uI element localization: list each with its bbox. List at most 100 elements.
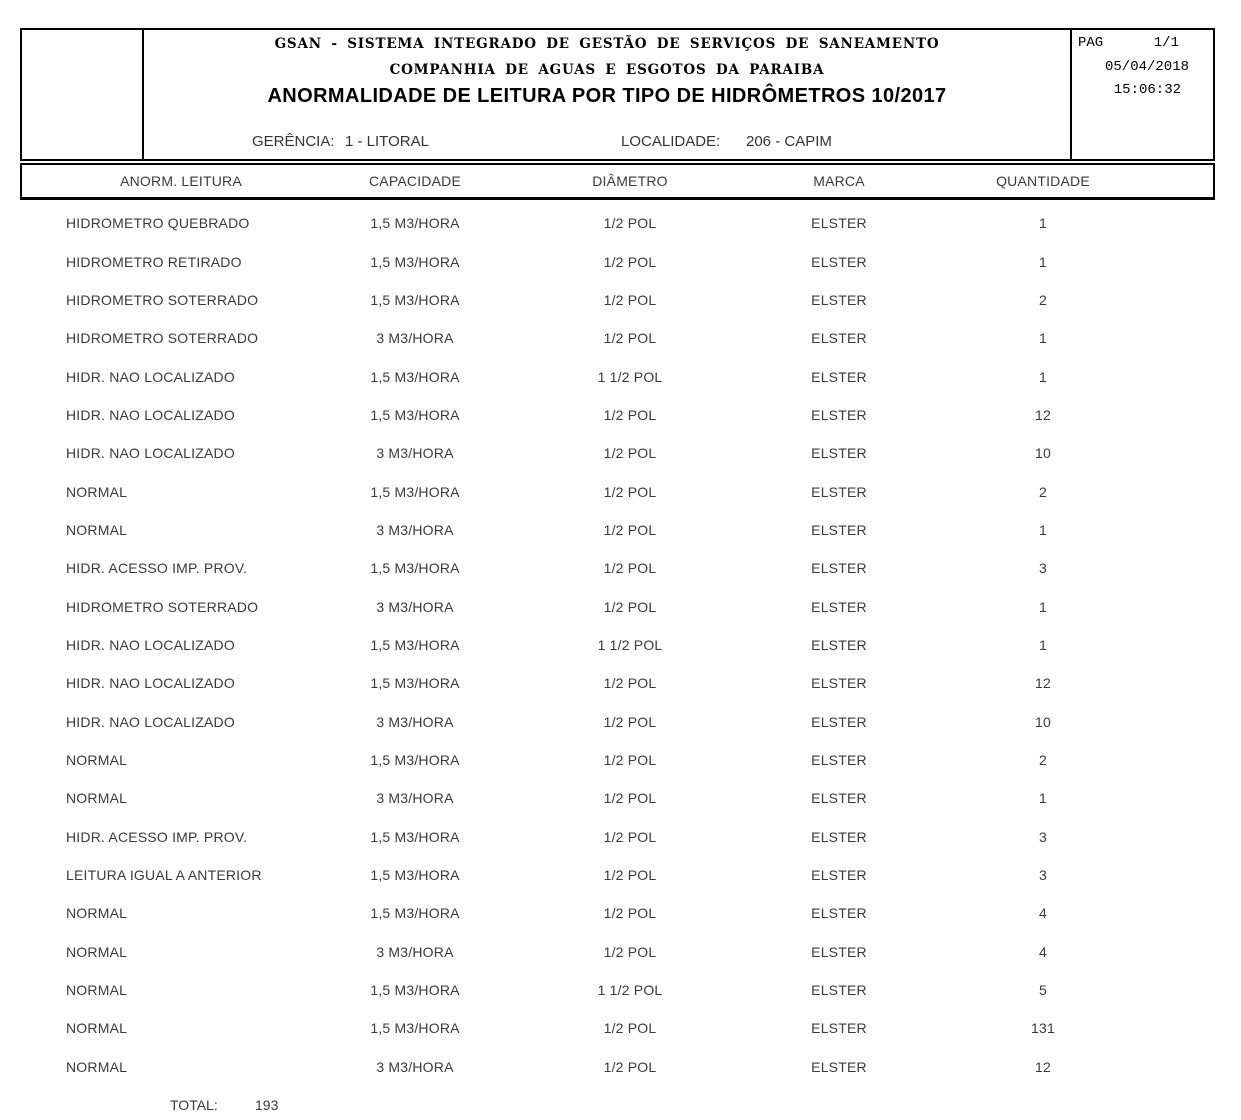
cell-quantidade: 1 <box>1039 330 1047 347</box>
cell-diametro: 1/2 POL <box>603 598 657 615</box>
cell-diametro: 1/2 POL <box>603 1020 657 1037</box>
table-body: HIDROMETRO QUEBRADO 1,5 M3/HORA 1/2 POL ELS… <box>20 204 1215 1086</box>
table-column-headers: ANORM. LEITURA CAPACIDADE DIÂMETRO MARCA QUA… <box>20 163 1215 200</box>
cell-quantidade: 2 <box>1039 483 1047 500</box>
cell-anorm-leitura: HIDROMETRO SOTERRADO <box>66 291 259 308</box>
gerencia-label: GERÊNCIA: <box>252 133 335 150</box>
localidade-label: LOCALIDADE: <box>621 133 721 150</box>
cell-diametro: 1/2 POL <box>603 943 657 960</box>
cell-capacidade: 3 M3/HORA <box>376 943 454 960</box>
table-row: HIDR. NAO LOCALIZADO 1,5 M3/HORA 1/2 POL EL… <box>20 396 1215 434</box>
column-header-capacidade: CAPACIDADE <box>369 173 461 189</box>
cell-quantidade: 10 <box>1035 445 1051 462</box>
cell-diametro: 1/2 POL <box>603 713 657 730</box>
table-row: HIDROMETRO SOTERRADO 3 M3/HORA 1/2 POL ELST… <box>20 587 1215 625</box>
gerencia-value: 1 - LITORAL <box>345 133 429 150</box>
company-name: COMPANHIA DE AGUAS E ESGOTOS DA PARAIBA <box>389 62 825 78</box>
table-row: HIDR. NAO LOCALIZADO 1,5 M3/HORA 1/2 POL EL… <box>20 664 1215 702</box>
cell-anorm-leitura: HIDROMETRO RETIRADO <box>66 253 242 270</box>
page-info-box: PAG 1/1 05/04/2018 15:06:32 <box>1070 30 1213 159</box>
total-value: 193 <box>255 1097 279 1113</box>
localidade-value: 206 - CAPIM <box>746 133 832 150</box>
table-row: NORMAL 1,5 M3/HORA 1/2 POL ELSTER 2 <box>20 741 1215 779</box>
cell-capacidade: 1,5 M3/HORA <box>370 828 460 845</box>
cell-marca: ELSTER <box>811 215 867 232</box>
cell-marca: ELSTER <box>811 1058 867 1075</box>
system-name: GSAN - SISTEMA INTEGRADO DE GESTÃO DE SE… <box>274 36 940 52</box>
cell-quantidade: 3 <box>1039 828 1047 845</box>
cell-marca: ELSTER <box>811 368 867 385</box>
cell-quantidade: 1 <box>1039 253 1047 270</box>
cell-diametro: 1/2 POL <box>603 483 657 500</box>
cell-capacidade: 1,5 M3/HORA <box>370 905 460 922</box>
report-title: ANORMALIDADE DE LEITURA POR TIPO DE HIDR… <box>267 85 947 107</box>
table-row: LEITURA IGUAL A ANTERIOR 1,5 M3/HORA 1/2 P… <box>20 856 1215 894</box>
header-center: GSAN - SISTEMA INTEGRADO DE GESTÃO DE SE… <box>144 30 1070 159</box>
page-number: 1/1 <box>1153 35 1179 51</box>
cell-capacidade: 3 M3/HORA <box>376 598 454 615</box>
cell-marca: ELSTER <box>811 867 867 884</box>
table-row: NORMAL 3 M3/HORA 1/2 POL ELSTER 1 <box>20 779 1215 817</box>
cell-marca: ELSTER <box>811 598 867 615</box>
cell-quantidade: 3 <box>1039 560 1047 577</box>
cell-anorm-leitura: HIDROMETRO SOTERRADO <box>66 330 259 347</box>
cell-diametro: 1/2 POL <box>603 406 657 423</box>
cell-capacidade: 1,5 M3/HORA <box>370 215 460 232</box>
cell-anorm-leitura: HIDR. NAO LOCALIZADO <box>66 675 235 692</box>
table-row: HIDROMETRO SOTERRADO 3 M3/HORA 1/2 POL ELST… <box>20 319 1215 357</box>
report-header: GSAN - SISTEMA INTEGRADO DE GESTÃO DE SE… <box>20 28 1215 161</box>
cell-capacidade: 1,5 M3/HORA <box>370 675 460 692</box>
cell-anorm-leitura: HIDR. NAO LOCALIZADO <box>66 406 235 423</box>
cell-diametro: 1/2 POL <box>603 215 657 232</box>
cell-anorm-leitura: LEITURA IGUAL A ANTERIOR <box>66 867 262 884</box>
cell-quantidade: 4 <box>1039 905 1047 922</box>
cell-marca: ELSTER <box>811 636 867 653</box>
column-header-marca: MARCA <box>813 173 865 189</box>
cell-capacidade: 1,5 M3/HORA <box>370 560 460 577</box>
table-row: NORMAL 1,5 M3/HORA 1/2 POL ELSTER 2 <box>20 472 1215 510</box>
cell-anorm-leitura: HIDROMETRO SOTERRADO <box>66 598 259 615</box>
cell-anorm-leitura: NORMAL <box>66 790 128 807</box>
cell-anorm-leitura: HIDR. NAO LOCALIZADO <box>66 445 235 462</box>
cell-anorm-leitura: HIDR. ACESSO IMP. PROV. <box>66 560 248 577</box>
column-header-diametro: DIÂMETRO <box>592 173 668 189</box>
table-row: NORMAL 1,5 M3/HORA 1 1/2 POL ELSTER 5 <box>20 971 1215 1009</box>
table-row: HIDR. NAO LOCALIZADO 1,5 M3/HORA 1 1/2 POL… <box>20 357 1215 395</box>
cell-quantidade: 12 <box>1035 406 1051 423</box>
logo-placeholder <box>22 30 144 159</box>
cell-diametro: 1/2 POL <box>603 751 657 768</box>
cell-anorm-leitura: NORMAL <box>66 1058 128 1075</box>
cell-marca: ELSTER <box>811 675 867 692</box>
table-row: NORMAL 1,5 M3/HORA 1/2 POL ELSTER 4 <box>20 894 1215 932</box>
cell-quantidade: 2 <box>1039 291 1047 308</box>
cell-quantidade: 3 <box>1039 867 1047 884</box>
cell-diametro: 1/2 POL <box>603 445 657 462</box>
cell-capacidade: 1,5 M3/HORA <box>370 368 460 385</box>
cell-anorm-leitura: HIDROMETRO QUEBRADO <box>66 215 250 232</box>
cell-diametro: 1/2 POL <box>603 253 657 270</box>
column-header-quantidade: QUANTIDADE <box>996 173 1090 189</box>
cell-capacidade: 3 M3/HORA <box>376 790 454 807</box>
cell-capacidade: 3 M3/HORA <box>376 445 454 462</box>
cell-marca: ELSTER <box>811 713 867 730</box>
cell-marca: ELSTER <box>811 828 867 845</box>
cell-quantidade: 10 <box>1035 713 1051 730</box>
cell-capacidade: 1,5 M3/HORA <box>370 636 460 653</box>
table-row: HIDR. NAO LOCALIZADO 3 M3/HORA 1/2 POL ELST… <box>20 434 1215 472</box>
table-row: HIDROMETRO QUEBRADO 1,5 M3/HORA 1/2 POL ELS… <box>20 204 1215 242</box>
cell-marca: ELSTER <box>811 943 867 960</box>
cell-capacidade: 3 M3/HORA <box>376 521 454 538</box>
cell-diametro: 1/2 POL <box>603 867 657 884</box>
cell-quantidade: 1 <box>1039 636 1047 653</box>
cell-anorm-leitura: HIDR. NAO LOCALIZADO <box>66 636 235 653</box>
cell-diametro: 1/2 POL <box>603 1058 657 1075</box>
cell-anorm-leitura: NORMAL <box>66 521 128 538</box>
cell-marca: ELSTER <box>811 560 867 577</box>
cell-anorm-leitura: HIDR. NAO LOCALIZADO <box>66 368 235 385</box>
cell-marca: ELSTER <box>811 483 867 500</box>
cell-quantidade: 131 <box>1031 1020 1055 1037</box>
cell-capacidade: 1,5 M3/HORA <box>370 291 460 308</box>
total-label: TOTAL: <box>170 1097 218 1113</box>
cell-capacidade: 3 M3/HORA <box>376 713 454 730</box>
